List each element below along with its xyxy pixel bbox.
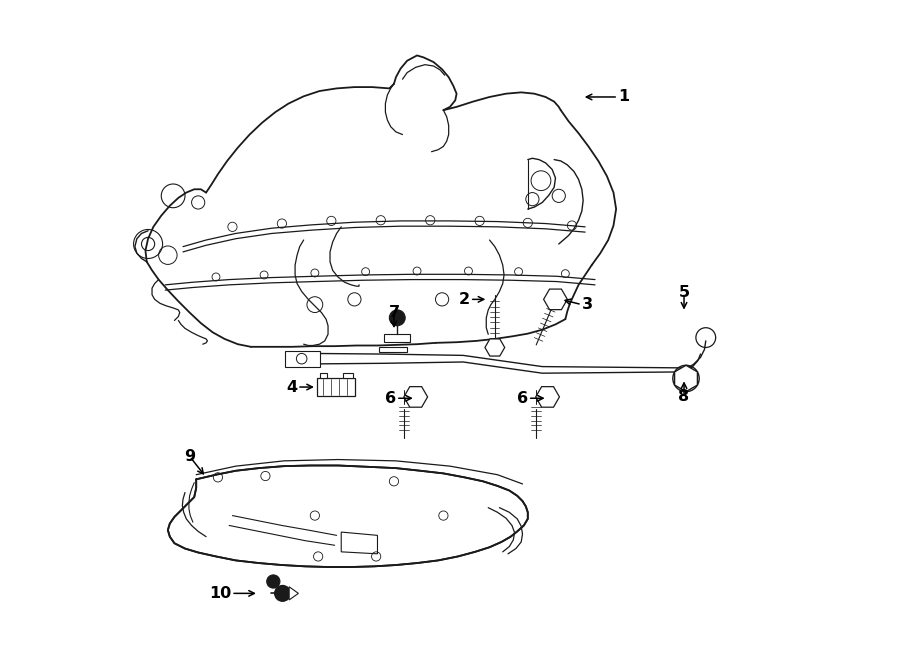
Polygon shape	[317, 378, 356, 397]
Text: 7: 7	[389, 305, 400, 320]
Text: 9: 9	[184, 449, 195, 464]
Polygon shape	[384, 334, 410, 342]
Polygon shape	[289, 587, 299, 600]
Polygon shape	[285, 351, 320, 367]
Text: 2: 2	[459, 292, 470, 307]
Polygon shape	[168, 465, 527, 567]
Polygon shape	[320, 373, 327, 378]
Text: 5: 5	[679, 285, 689, 301]
Circle shape	[274, 585, 291, 601]
Polygon shape	[341, 532, 377, 554]
Text: 6: 6	[385, 391, 396, 406]
Text: 10: 10	[209, 586, 231, 601]
Text: 4: 4	[286, 379, 297, 395]
Polygon shape	[343, 373, 353, 378]
Text: 8: 8	[679, 389, 689, 404]
Circle shape	[390, 310, 405, 326]
Text: 3: 3	[581, 297, 593, 312]
Polygon shape	[379, 347, 407, 352]
Text: 1: 1	[618, 89, 629, 105]
Circle shape	[266, 575, 280, 588]
Text: 6: 6	[517, 391, 527, 406]
